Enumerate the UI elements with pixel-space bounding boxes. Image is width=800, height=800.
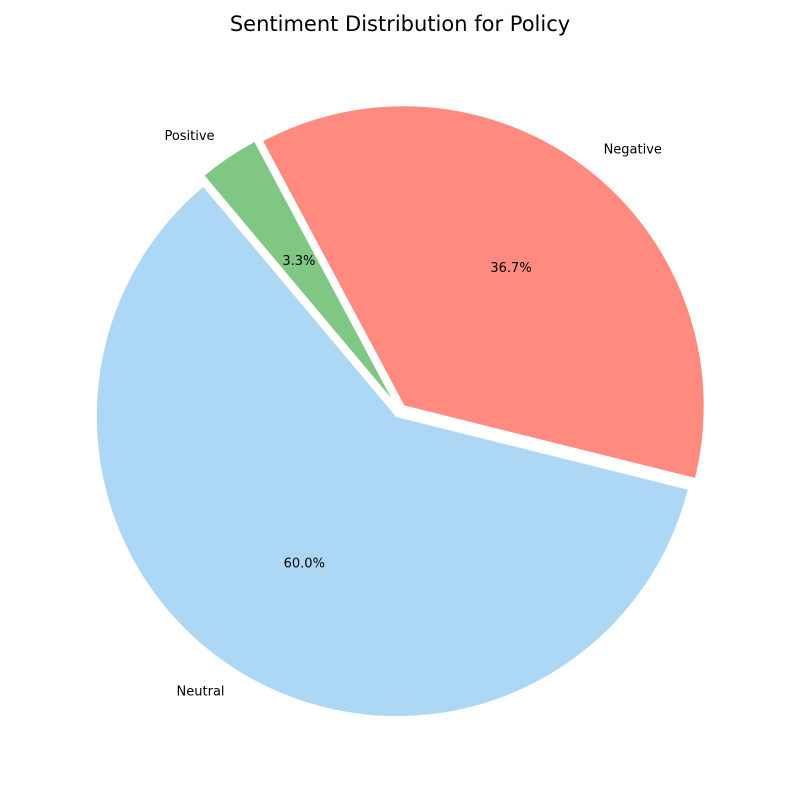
slice-label-positive: Positive bbox=[164, 129, 214, 144]
pie-slice-neutral bbox=[94, 184, 691, 719]
slices-layer bbox=[94, 104, 706, 719]
pie-slice-negative bbox=[260, 104, 706, 481]
slice-label-neutral: Neutral bbox=[177, 684, 225, 699]
chart-title: Sentiment Distribution for Policy bbox=[230, 12, 570, 36]
slice-percent-negative: 36.7% bbox=[490, 261, 531, 276]
slice-label-negative: Negative bbox=[604, 142, 662, 157]
labels-layer: Neutral 60.0% Negative 36.7% Positive 3.3% bbox=[164, 129, 661, 699]
slice-percent-neutral: 60.0% bbox=[284, 557, 325, 572]
pie-slice-positive bbox=[201, 139, 398, 407]
slice-percent-positive: 3.3% bbox=[282, 254, 315, 269]
